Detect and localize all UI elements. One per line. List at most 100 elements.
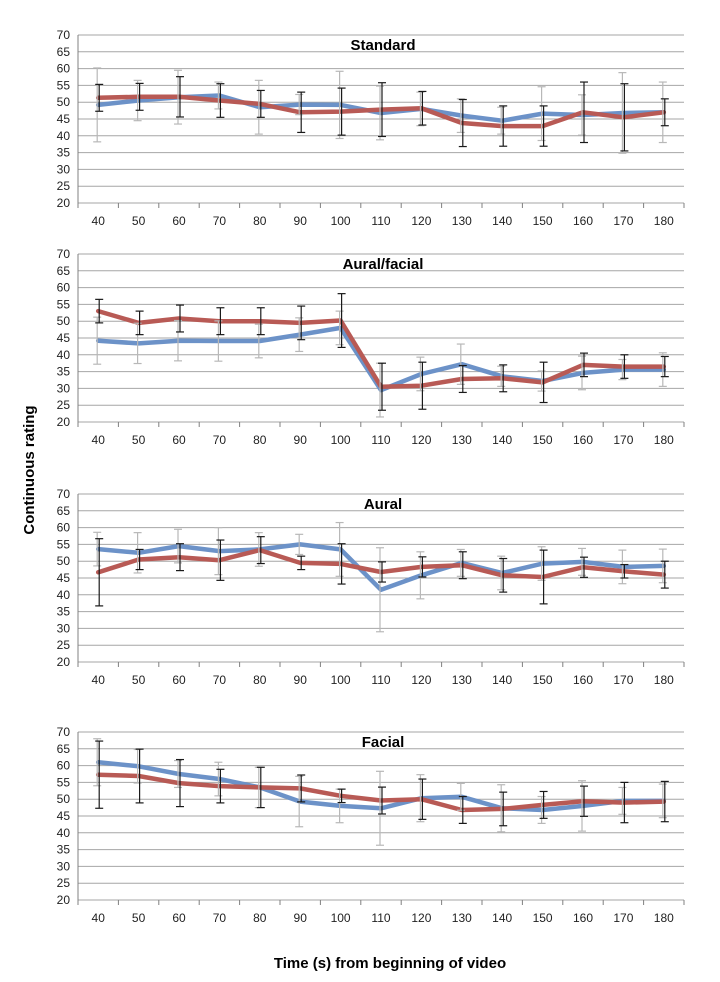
error-bar-blue	[537, 370, 546, 392]
series-line-red	[95, 772, 667, 813]
y-tick-label: 20	[57, 893, 71, 907]
error-bar-red	[216, 539, 225, 581]
error-bar-blue	[335, 521, 344, 577]
x-tick-label: 40	[92, 673, 106, 687]
x-tick-label: 140	[492, 911, 512, 925]
error-bar-red	[580, 556, 588, 578]
y-tick-label: 30	[57, 621, 71, 635]
error-bar-blue	[295, 533, 304, 556]
y-tick-label: 45	[57, 809, 71, 823]
error-bar-blue	[133, 532, 142, 574]
error-bar-blue	[295, 93, 304, 116]
x-tick-label: 160	[573, 433, 593, 447]
error-bar-red	[256, 307, 265, 336]
y-tick-label: 25	[57, 398, 71, 412]
error-bar-red	[135, 82, 144, 111]
y-tick-label: 60	[57, 62, 71, 76]
x-tick-label: 60	[172, 911, 186, 925]
error-bar-red	[539, 361, 548, 404]
error-bar-blue	[416, 551, 425, 600]
error-bar-red	[499, 105, 508, 147]
x-tick-label: 90	[294, 673, 308, 687]
error-bar-red	[95, 298, 104, 324]
x-tick-label: 150	[533, 673, 553, 687]
y-tick-label: 50	[57, 314, 71, 328]
x-tick-label: 60	[172, 433, 186, 447]
error-bar-blue	[578, 547, 586, 576]
error-bar-blue	[658, 783, 667, 819]
error-bar-red	[539, 105, 548, 147]
error-bar-blue	[497, 106, 506, 135]
error-bar-red	[499, 364, 508, 393]
error-bar-blue	[497, 555, 506, 591]
error-bar-red	[297, 91, 306, 134]
y-tick-label: 55	[57, 775, 71, 789]
y-tick-label: 35	[57, 843, 71, 857]
x-tick-label: 160	[573, 214, 593, 228]
error-bar-blue	[254, 323, 263, 359]
error-bar-red	[458, 364, 467, 394]
error-bar-blue	[416, 91, 425, 127]
error-bar-red	[95, 83, 104, 112]
error-bar-red	[378, 561, 386, 583]
error-bar-red	[297, 774, 306, 803]
error-bar-red	[135, 748, 144, 804]
error-bar-red	[135, 548, 144, 571]
x-tick-label: 50	[132, 433, 146, 447]
series-line-red	[95, 94, 667, 129]
error-bar-blue	[93, 316, 102, 365]
error-bar-red	[499, 557, 508, 593]
x-tick-label: 110	[371, 214, 390, 228]
y-tick-label: 65	[57, 504, 71, 518]
panel-title: Aural/facial	[343, 256, 424, 273]
error-bar-red	[580, 785, 588, 817]
error-bar-red	[378, 362, 386, 411]
error-bar-red	[95, 740, 104, 809]
x-tick-label: 120	[411, 214, 431, 228]
x-tick-label: 100	[331, 433, 351, 447]
error-bar-blue	[618, 786, 627, 815]
x-tick-label: 50	[132, 911, 146, 925]
error-bar-blue	[214, 526, 223, 576]
y-tick-label: 65	[57, 742, 71, 756]
error-bar-red	[297, 305, 306, 341]
error-bar-red	[176, 304, 184, 333]
panel-2: 20 25 30 35 40 45 50 55 60 65 70 40 50 60 70 80 90 100 110…	[57, 487, 685, 687]
error-bar-blue	[456, 343, 465, 385]
panels: 20 25 30 35 40 45 50 55 60 65 70 40 50 60 70 80 90 100 110…	[57, 28, 685, 925]
series-line-blue	[95, 759, 667, 813]
x-tick-label: 80	[253, 214, 267, 228]
panel-title: Standard	[350, 37, 415, 54]
x-tick-label: 50	[132, 673, 146, 687]
y-tick-label: 30	[57, 859, 71, 873]
error-bar-red	[660, 98, 669, 127]
x-tick-label: 130	[452, 673, 472, 687]
y-tick-label: 25	[57, 876, 71, 890]
series-line-red	[95, 547, 667, 580]
y-tick-label: 50	[57, 792, 71, 806]
x-tick-label: 110	[371, 673, 390, 687]
error-bar-red	[620, 354, 629, 379]
error-bar-red	[620, 563, 629, 579]
series-line-red	[95, 308, 667, 389]
error-bar-red	[337, 543, 346, 585]
y-tick-label: 70	[57, 725, 71, 739]
error-bar-blue	[93, 738, 102, 787]
x-tick-label: 110	[371, 433, 390, 447]
x-tick-label: 170	[613, 673, 633, 687]
x-tick-label: 40	[92, 433, 106, 447]
x-tick-label: 180	[654, 433, 674, 447]
series-line-blue	[95, 325, 667, 393]
error-bar-blue	[93, 531, 102, 567]
x-tick-label: 70	[213, 214, 227, 228]
error-bar-red	[297, 555, 306, 571]
x-tick-label: 80	[253, 911, 267, 925]
error-bar-blue	[133, 322, 142, 365]
x-tick-label: 140	[492, 214, 512, 228]
y-tick-label: 70	[57, 487, 71, 501]
error-bar-blue	[93, 67, 102, 143]
x-tick-label: 70	[213, 673, 227, 687]
y-tick-label: 70	[57, 28, 71, 42]
error-bar-blue	[254, 532, 263, 567]
